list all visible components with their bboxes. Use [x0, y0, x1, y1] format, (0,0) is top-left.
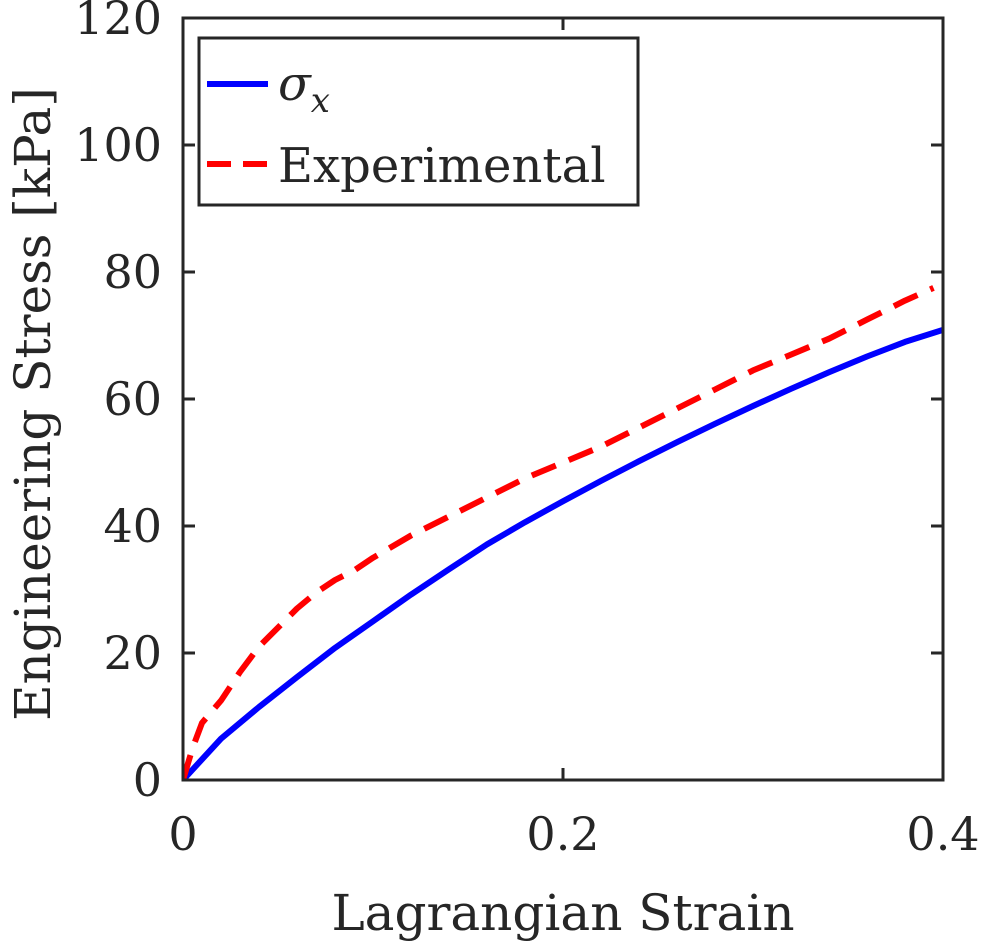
legend-sigma-subscript: x [311, 81, 330, 121]
y-tick-label: 120 [74, 0, 162, 45]
y-tick-label: 20 [103, 626, 162, 680]
y-tick-label: 0 [133, 753, 162, 807]
y-axis-label: Engineering Stress [kPa] [4, 87, 62, 721]
y-tick-label: 60 [103, 372, 162, 426]
y-tick-label: 100 [74, 118, 162, 172]
x-tick-label: 0 [168, 807, 197, 861]
x-axis-label: Lagrangian Strain [331, 884, 794, 942]
y-tick-label: 40 [103, 499, 162, 553]
legend-label-experimental: Experimental [278, 138, 606, 194]
series-line-experimental [183, 285, 935, 780]
legend-box [197, 36, 640, 207]
legend-sigma-symbol: σ [278, 56, 312, 112]
x-tick-label: 0.4 [906, 807, 979, 861]
y-tick-label: 80 [103, 245, 162, 299]
x-tick-label: 0.2 [526, 807, 599, 861]
legend-label-sigma-x: σx [278, 56, 330, 121]
series-line-sigma-x [183, 326, 943, 780]
